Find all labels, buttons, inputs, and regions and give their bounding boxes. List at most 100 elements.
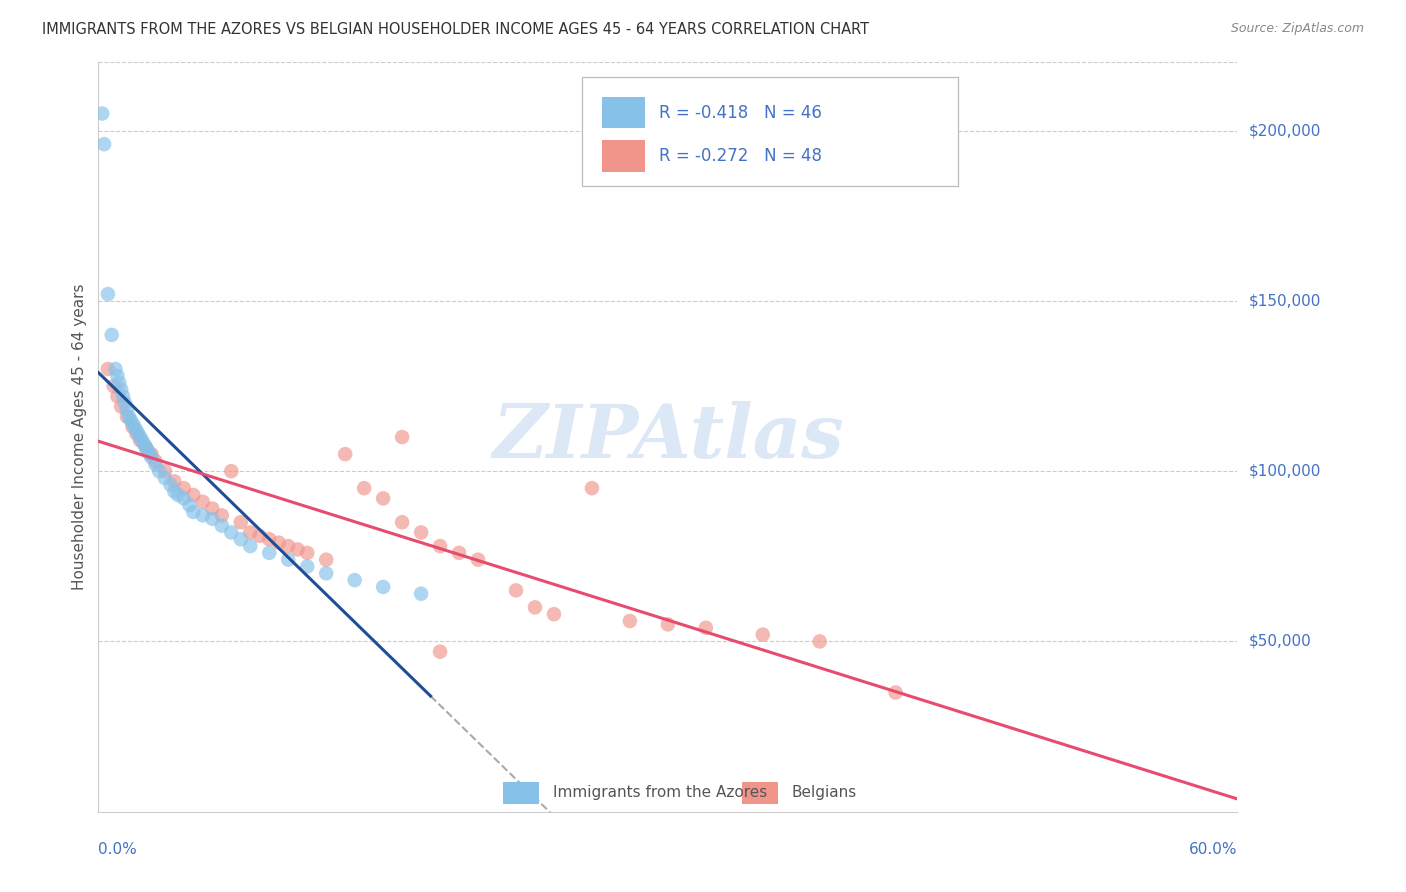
Point xyxy=(141,447,163,461)
Point xyxy=(429,539,451,553)
Text: Immigrants from the Azores: Immigrants from the Azores xyxy=(553,786,768,800)
Text: R = -0.418   N = 46: R = -0.418 N = 46 xyxy=(659,103,821,121)
Point xyxy=(97,287,120,301)
Point xyxy=(173,481,195,495)
Point xyxy=(114,396,136,410)
Point xyxy=(752,627,775,641)
Point xyxy=(163,484,186,499)
Point xyxy=(145,454,167,468)
Point xyxy=(524,600,547,615)
Point xyxy=(229,533,252,547)
Point xyxy=(371,580,394,594)
Text: $200,000: $200,000 xyxy=(1249,123,1320,138)
FancyBboxPatch shape xyxy=(602,97,645,128)
Point xyxy=(138,447,160,461)
Point xyxy=(91,106,114,120)
Point xyxy=(153,464,176,478)
Text: R = -0.272   N = 48: R = -0.272 N = 48 xyxy=(659,147,821,165)
Point xyxy=(211,518,233,533)
FancyBboxPatch shape xyxy=(742,781,779,805)
Point xyxy=(371,491,394,506)
Point xyxy=(191,508,214,523)
Point xyxy=(695,621,717,635)
Point xyxy=(259,546,281,560)
Point xyxy=(249,529,271,543)
Point xyxy=(239,525,262,540)
Point xyxy=(211,508,233,523)
Point xyxy=(391,430,413,444)
Point xyxy=(543,607,565,622)
Text: Belgians: Belgians xyxy=(792,786,858,800)
Point xyxy=(191,495,214,509)
Point xyxy=(179,498,201,512)
Point xyxy=(112,389,135,403)
Point xyxy=(335,447,357,461)
Point xyxy=(127,426,149,441)
Text: IMMIGRANTS FROM THE AZORES VS BELGIAN HOUSEHOLDER INCOME AGES 45 - 64 YEARS CORR: IMMIGRANTS FROM THE AZORES VS BELGIAN HO… xyxy=(42,22,869,37)
Point xyxy=(131,434,153,448)
Point xyxy=(121,417,143,431)
Point xyxy=(163,475,186,489)
Point xyxy=(411,587,433,601)
Point xyxy=(110,400,132,414)
Point xyxy=(110,383,132,397)
Point xyxy=(135,440,157,454)
Point xyxy=(259,533,281,547)
Point xyxy=(159,477,181,491)
Point xyxy=(267,535,290,549)
Point xyxy=(136,443,159,458)
Point xyxy=(103,379,125,393)
Point xyxy=(183,488,205,502)
Point xyxy=(391,515,413,529)
Point xyxy=(115,409,138,424)
Point xyxy=(221,464,243,478)
Point xyxy=(315,552,337,566)
Point xyxy=(315,566,337,581)
Point xyxy=(808,634,831,648)
Point xyxy=(239,539,262,553)
Point xyxy=(229,515,252,529)
Point xyxy=(129,434,152,448)
FancyBboxPatch shape xyxy=(602,140,645,172)
Point xyxy=(124,420,146,434)
Point xyxy=(118,409,141,424)
Point xyxy=(429,645,451,659)
Point xyxy=(221,525,243,540)
Y-axis label: Householder Income Ages 45 - 64 years: Householder Income Ages 45 - 64 years xyxy=(72,284,87,591)
Point xyxy=(141,450,163,465)
Point xyxy=(201,512,224,526)
Point xyxy=(183,505,205,519)
Point xyxy=(619,614,641,628)
Point xyxy=(107,389,129,403)
Point xyxy=(108,376,131,390)
Point xyxy=(115,402,138,417)
FancyBboxPatch shape xyxy=(503,781,538,805)
Text: 60.0%: 60.0% xyxy=(1189,842,1237,857)
Text: ZIPAtlas: ZIPAtlas xyxy=(492,401,844,474)
Text: $150,000: $150,000 xyxy=(1249,293,1320,309)
Point xyxy=(297,559,319,574)
Point xyxy=(297,546,319,560)
Point xyxy=(100,327,122,342)
Point xyxy=(277,539,299,553)
Point xyxy=(135,440,157,454)
Point xyxy=(884,685,907,699)
Text: $100,000: $100,000 xyxy=(1249,464,1320,479)
Point xyxy=(287,542,309,557)
Text: 0.0%: 0.0% xyxy=(98,842,138,857)
Point xyxy=(121,420,143,434)
Point xyxy=(132,437,155,451)
Point xyxy=(125,423,148,437)
Point xyxy=(449,546,471,560)
Point xyxy=(153,471,176,485)
Text: Source: ZipAtlas.com: Source: ZipAtlas.com xyxy=(1230,22,1364,36)
Point xyxy=(657,617,679,632)
Point xyxy=(353,481,375,495)
Point xyxy=(125,426,148,441)
Point xyxy=(145,458,167,472)
Point xyxy=(148,464,170,478)
FancyBboxPatch shape xyxy=(582,78,959,186)
Point xyxy=(343,573,366,587)
Point xyxy=(120,413,142,427)
Point xyxy=(201,501,224,516)
